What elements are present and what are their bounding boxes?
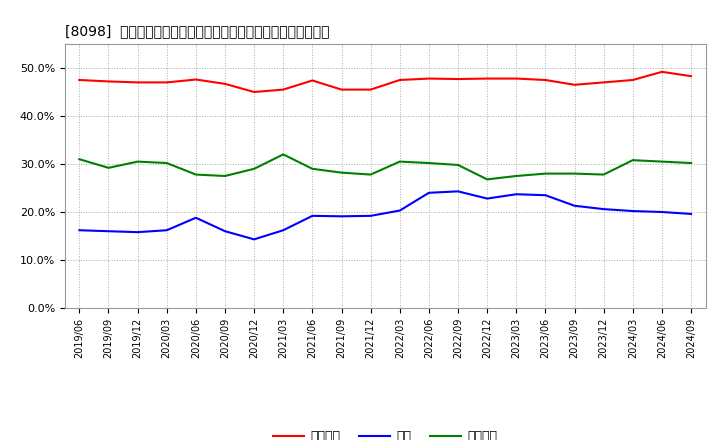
在庫 — [425, 190, 433, 195]
買入債務 — [599, 172, 608, 177]
買入債務 — [425, 161, 433, 166]
売上債権 — [483, 76, 492, 81]
買入債務 — [657, 159, 666, 164]
売上債権 — [425, 76, 433, 81]
売上債権 — [512, 76, 521, 81]
在庫 — [163, 227, 171, 233]
買入債務 — [163, 161, 171, 166]
売上債権 — [395, 77, 404, 83]
買入債務 — [279, 152, 287, 157]
在庫 — [570, 203, 579, 209]
在庫 — [629, 209, 637, 214]
売上債権 — [279, 87, 287, 92]
売上債権 — [687, 73, 696, 79]
Line: 売上債権: 売上債権 — [79, 72, 691, 92]
買入債務 — [512, 173, 521, 179]
買入債務 — [454, 162, 462, 168]
在庫 — [512, 191, 521, 197]
在庫 — [541, 193, 550, 198]
在庫 — [279, 227, 287, 233]
売上債権 — [599, 80, 608, 85]
Line: 買入債務: 買入債務 — [79, 154, 691, 180]
買入債務 — [570, 171, 579, 176]
買入債務 — [192, 172, 200, 177]
在庫 — [454, 189, 462, 194]
売上債権 — [454, 77, 462, 82]
買入債務 — [133, 159, 142, 164]
買入債務 — [220, 173, 229, 179]
在庫 — [220, 228, 229, 234]
買入債務 — [395, 159, 404, 164]
Line: 在庫: 在庫 — [79, 191, 691, 239]
買入債務 — [250, 166, 258, 172]
売上債権 — [104, 79, 113, 84]
在庫 — [657, 209, 666, 215]
在庫 — [133, 230, 142, 235]
在庫 — [395, 208, 404, 213]
買入債務 — [687, 161, 696, 166]
Legend: 売上債権, 在庫, 買入債務: 売上債権, 在庫, 買入債務 — [268, 425, 503, 440]
売上債権 — [250, 89, 258, 95]
売上債権 — [337, 87, 346, 92]
在庫 — [483, 196, 492, 201]
在庫 — [75, 227, 84, 233]
在庫 — [104, 228, 113, 234]
買入債務 — [308, 166, 317, 172]
在庫 — [192, 215, 200, 220]
買入債務 — [75, 157, 84, 162]
在庫 — [599, 206, 608, 212]
買入債務 — [629, 158, 637, 163]
買入債務 — [337, 170, 346, 175]
売上債権 — [133, 80, 142, 85]
在庫 — [250, 237, 258, 242]
売上債権 — [163, 80, 171, 85]
売上債権 — [366, 87, 375, 92]
売上債権 — [75, 77, 84, 83]
売上債権 — [192, 77, 200, 82]
買入債務 — [541, 171, 550, 176]
買入債務 — [366, 172, 375, 177]
在庫 — [366, 213, 375, 219]
売上債権 — [629, 77, 637, 83]
在庫 — [308, 213, 317, 219]
在庫 — [687, 211, 696, 216]
買入債務 — [104, 165, 113, 170]
売上債権 — [657, 69, 666, 74]
売上債権 — [541, 77, 550, 83]
在庫 — [337, 214, 346, 219]
売上債権 — [220, 81, 229, 87]
売上債権 — [570, 82, 579, 88]
買入債務 — [483, 177, 492, 182]
Text: [8098]  売上債権、在庫、買入債務の総資産に対する比率の推移: [8098] 売上債権、在庫、買入債務の総資産に対する比率の推移 — [65, 25, 329, 39]
売上債権 — [308, 78, 317, 83]
